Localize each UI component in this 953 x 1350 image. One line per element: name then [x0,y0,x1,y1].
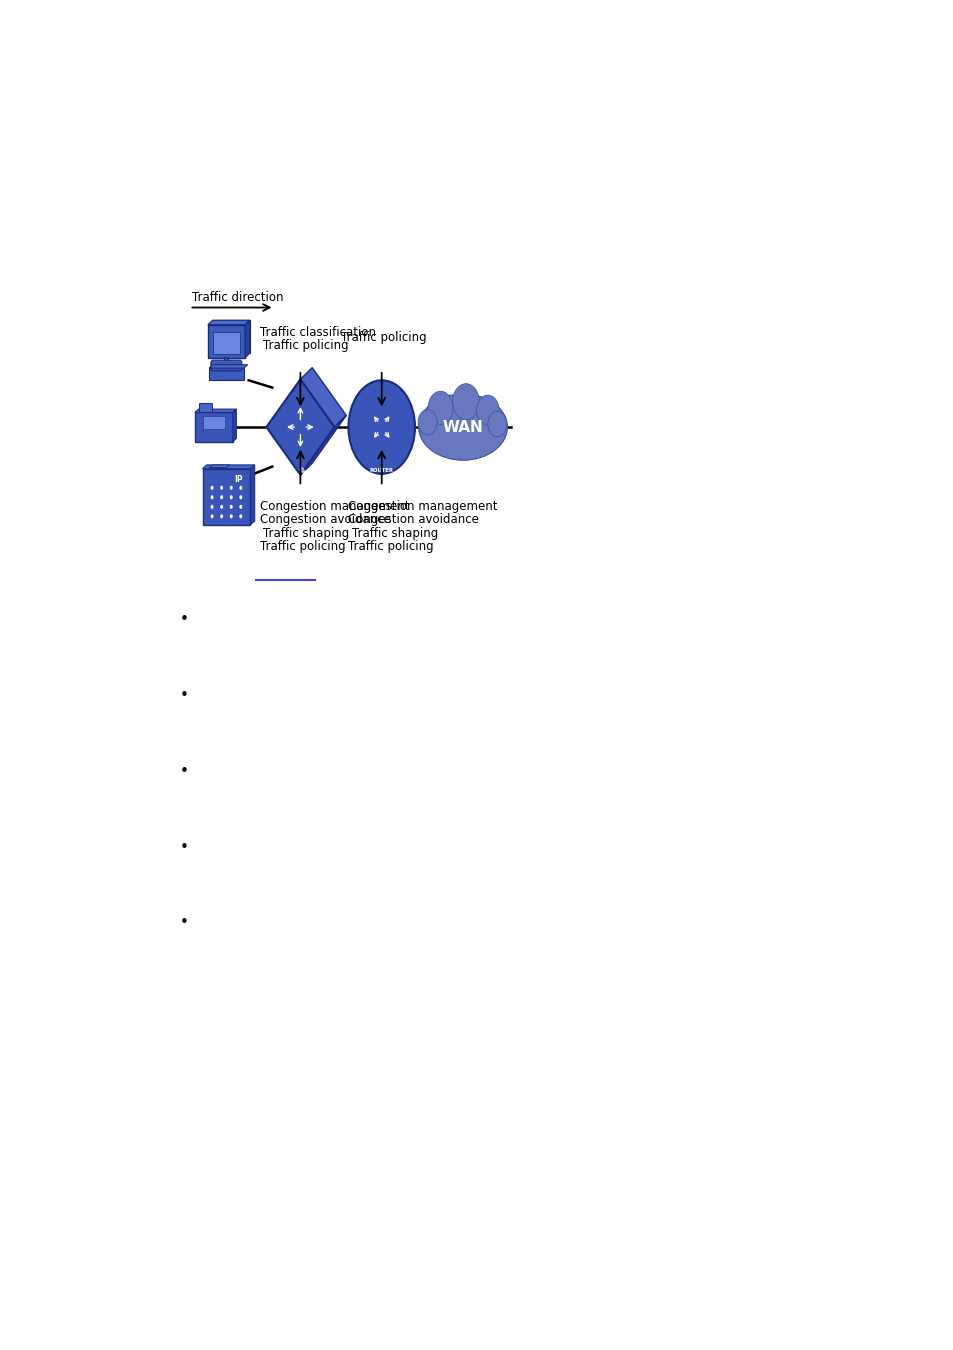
Polygon shape [208,320,250,325]
Text: Congestion management: Congestion management [259,500,409,513]
Polygon shape [250,464,254,525]
Circle shape [230,505,233,509]
Text: Congestion avoidance: Congestion avoidance [348,513,478,526]
Circle shape [239,486,242,490]
Ellipse shape [428,392,453,424]
FancyBboxPatch shape [211,360,242,371]
Text: •: • [180,764,189,779]
Bar [202,416,225,429]
Text: Traffic policing: Traffic policing [341,331,426,344]
Polygon shape [210,464,229,467]
Polygon shape [266,379,335,475]
Text: •: • [180,915,189,930]
Circle shape [230,486,233,490]
Circle shape [220,514,223,518]
Circle shape [220,505,223,509]
Circle shape [220,495,223,500]
Text: Traffic shaping: Traffic shaping [352,526,438,540]
Polygon shape [300,416,346,475]
Polygon shape [233,409,236,441]
Circle shape [230,495,233,500]
FancyBboxPatch shape [202,468,250,525]
FancyBboxPatch shape [194,413,233,441]
FancyBboxPatch shape [213,320,250,354]
Polygon shape [194,409,236,413]
Circle shape [211,514,213,518]
Text: •: • [180,840,189,855]
Circle shape [211,495,213,500]
Circle shape [211,486,213,490]
Bar [213,332,239,354]
Polygon shape [209,364,248,369]
Text: Traffic shaping: Traffic shaping [263,526,350,540]
Text: Congestion avoidance: Congestion avoidance [259,513,390,526]
Ellipse shape [453,383,478,420]
Text: Traffic policing: Traffic policing [259,540,345,553]
Text: Congestion management: Congestion management [348,500,497,513]
Circle shape [211,505,213,509]
Text: •: • [180,612,189,626]
Text: Traffic direction: Traffic direction [192,292,283,304]
Circle shape [239,495,242,500]
FancyBboxPatch shape [209,369,244,381]
Polygon shape [300,367,346,427]
Ellipse shape [417,409,436,435]
FancyBboxPatch shape [208,325,245,358]
Circle shape [348,381,415,474]
Text: Traffic classification: Traffic classification [259,325,375,339]
Text: WAN: WAN [442,420,483,435]
Circle shape [239,514,242,518]
Text: Traffic policing: Traffic policing [263,339,349,352]
Polygon shape [202,464,254,468]
Text: IP: IP [233,475,242,485]
Circle shape [220,486,223,490]
Polygon shape [245,320,250,358]
Ellipse shape [487,412,506,436]
Text: SWITCH: SWITCH [297,467,318,487]
Text: •: • [180,687,189,703]
Polygon shape [224,358,229,364]
Text: Traffic policing: Traffic policing [348,540,434,553]
Ellipse shape [476,396,498,425]
Polygon shape [198,404,212,413]
Ellipse shape [418,394,507,460]
Text: ROUTER: ROUTER [370,468,394,474]
Circle shape [230,514,233,518]
Circle shape [239,505,242,509]
